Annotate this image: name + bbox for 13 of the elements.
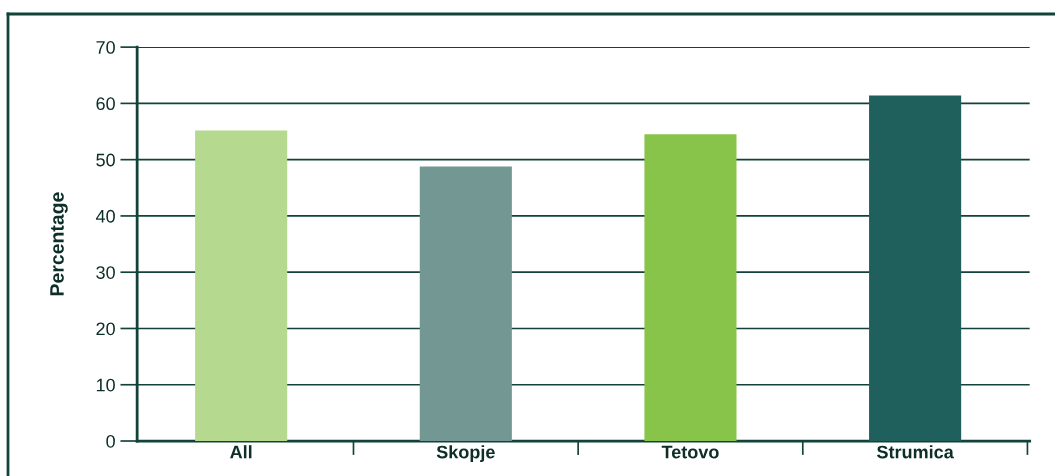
y-tick-label: 20 <box>96 322 115 336</box>
y-tick-label: 60 <box>96 97 115 111</box>
y-tick-label: 70 <box>96 41 115 54</box>
x-tick-label: Skopje <box>436 445 495 463</box>
x-tick-label: Strumica <box>877 445 954 459</box>
y-tick-label: 50 <box>96 153 115 167</box>
y-axis-title: Percentage <box>50 192 68 296</box>
x-tick-label: Tetovo <box>661 445 719 459</box>
y-tick-label: 40 <box>95 209 115 223</box>
y-tick-label: 0 <box>106 434 115 448</box>
y-tick-label: 10 <box>96 378 115 392</box>
y-tick-label: 30 <box>96 266 115 279</box>
x-tick-label: All <box>230 445 252 459</box>
